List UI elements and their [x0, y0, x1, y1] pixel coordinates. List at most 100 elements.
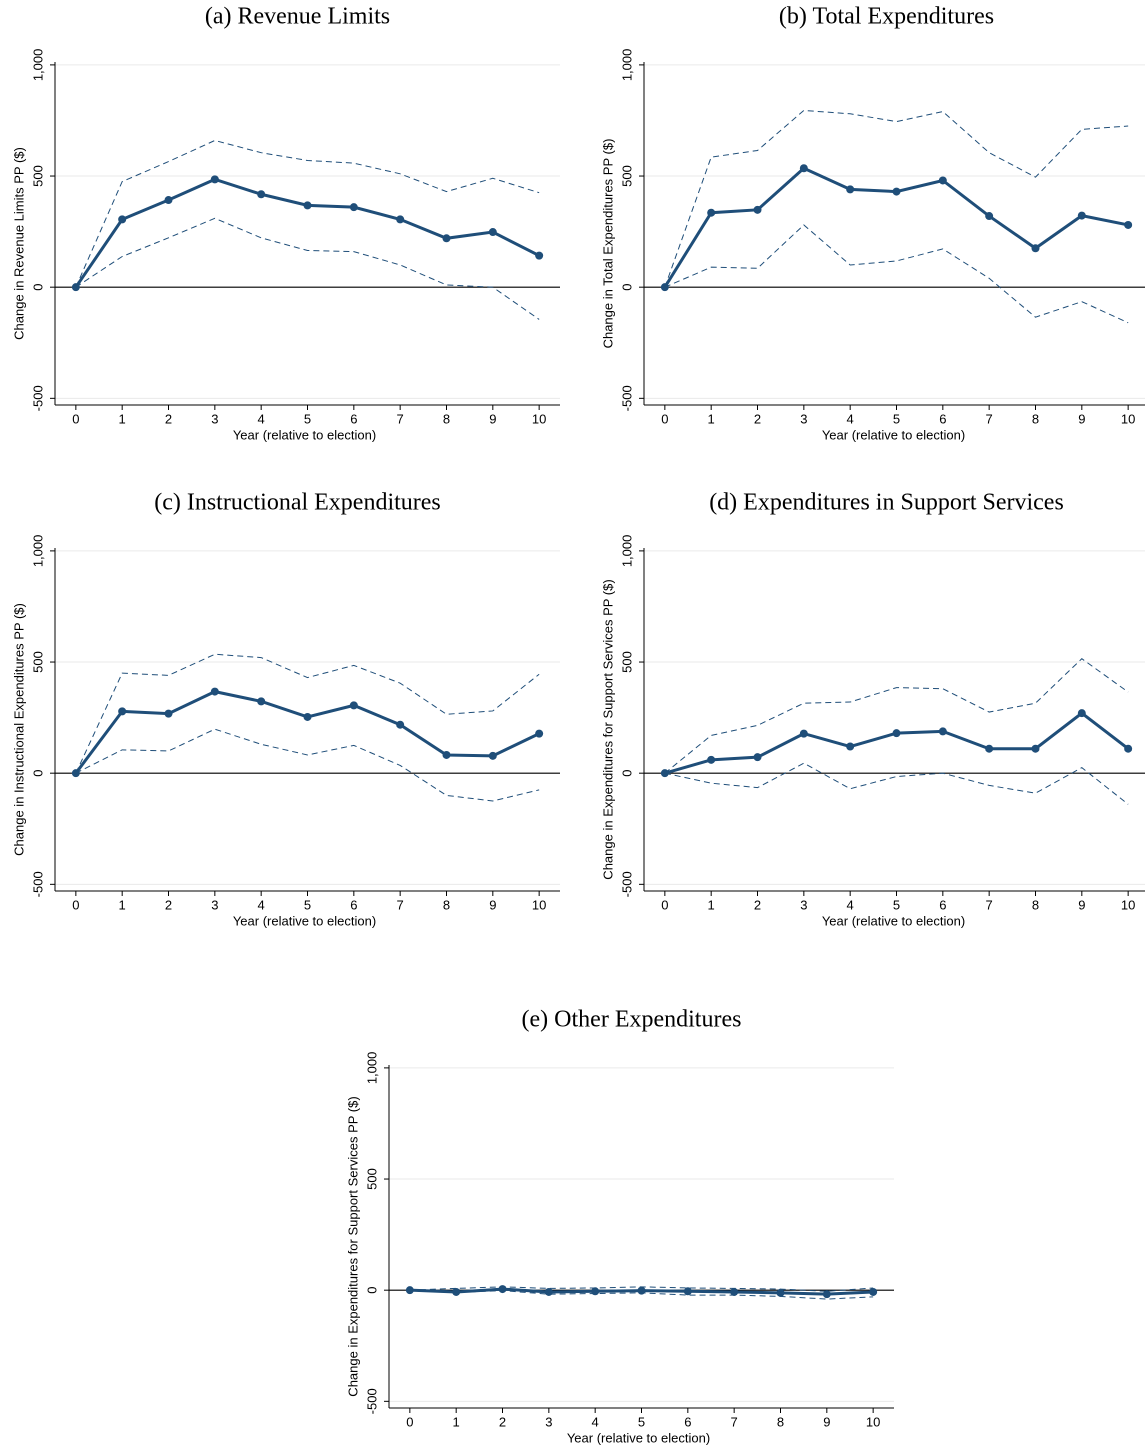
y-tick-label: -500 [619, 871, 634, 897]
y-tick-label: 0 [364, 1287, 379, 1294]
y-tick-label: 1,000 [30, 49, 45, 82]
x-axis-label: Year (relative to election) [567, 1430, 710, 1445]
x-tick-label: 2 [165, 897, 172, 912]
point [164, 196, 173, 205]
x-tick-label: 6 [939, 897, 946, 912]
point [822, 1290, 831, 1299]
y-tick-label: 500 [619, 651, 634, 673]
x-tick-label: 6 [350, 897, 357, 912]
y-axis-label: Change in Total Expenditures PP ($) [600, 139, 615, 349]
x-tick-label: 10 [532, 897, 546, 912]
x-tick-label: 1 [453, 1414, 460, 1429]
ci-line [664, 762, 1129, 805]
x-tick-label: 3 [545, 1414, 552, 1429]
point [591, 1287, 600, 1296]
y-tick-label: 500 [30, 651, 45, 673]
point [118, 707, 127, 716]
panel: (a) Revenue Limits -500 0 500 1,000 0 1 2 3 4 5 6 7 8… [11, 4, 560, 442]
y-axis-label: Change in Revenue Limits PP ($) [11, 147, 26, 340]
panel: (d) Expenditures in Support Services -500… [600, 490, 1145, 928]
x-tick-label: 3 [211, 897, 218, 912]
y-tick-label: -500 [619, 385, 634, 411]
panel-title: (a) Revenue Limits [205, 4, 390, 30]
point [776, 1288, 785, 1297]
ci-line [409, 1289, 874, 1300]
y-axis-label: Change in Instructional Expenditures PP … [11, 603, 26, 856]
y-tick-label: 0 [30, 770, 45, 777]
x-tick-label: 2 [165, 411, 172, 426]
point [753, 753, 762, 762]
x-tick-label: 4 [258, 411, 265, 426]
y-tick-label: 1,000 [619, 49, 634, 82]
estimate-line [74, 690, 540, 775]
x-tick-label: 4 [847, 411, 854, 426]
y-tick-label: 0 [30, 284, 45, 291]
estimate-line [663, 166, 1129, 288]
x-axis-label: Year (relative to election) [233, 427, 376, 442]
point [799, 729, 808, 738]
point [257, 190, 266, 199]
estimate-line [74, 177, 540, 289]
point [488, 751, 497, 760]
point [498, 1285, 507, 1294]
y-axis-label: Change in Expenditures for Support Servi… [600, 579, 615, 879]
x-tick-label: 8 [1032, 897, 1039, 912]
x-tick-label: 2 [754, 897, 761, 912]
x-tick-label: 6 [939, 411, 946, 426]
point [892, 729, 901, 738]
ci-line [664, 109, 1129, 288]
x-tick-label: 0 [661, 897, 668, 912]
point [892, 187, 901, 196]
x-tick-label: 5 [304, 897, 311, 912]
panel-title: (e) Other Expenditures [522, 1007, 742, 1033]
point [210, 175, 219, 184]
panel: (e) Other Expenditures -500 0 500 1,000 0 1 2 3 4… [345, 1007, 894, 1445]
point [707, 755, 716, 764]
x-tick-label: 0 [72, 411, 79, 426]
panel: (b) Total Expenditures -500 0 500 1,000 0 1 2 3 4… [600, 4, 1145, 442]
y-tick-label: 1,000 [619, 535, 634, 568]
x-tick-label: 4 [592, 1414, 599, 1429]
x-tick-label: 6 [684, 1414, 691, 1429]
x-tick-label: 1 [708, 411, 715, 426]
point [349, 701, 358, 710]
panel-title: (b) Total Expenditures [779, 4, 994, 30]
y-axis-label: Change in Expenditures for Support Servi… [345, 1096, 360, 1396]
y-tick-label: -500 [30, 871, 45, 897]
point [535, 729, 544, 738]
x-tick-label: 8 [1032, 411, 1039, 426]
point [1077, 211, 1086, 220]
ci-line [664, 658, 1129, 774]
y-tick-label: 1,000 [364, 1052, 379, 1085]
x-tick-label: 3 [800, 897, 807, 912]
point [303, 201, 312, 210]
x-tick-label: 5 [893, 411, 900, 426]
point [442, 750, 451, 759]
point [544, 1287, 553, 1296]
point [1077, 709, 1086, 718]
panel-title: (d) Expenditures in Support Services [709, 490, 1064, 516]
y-tick-label: 500 [30, 165, 45, 187]
x-tick-label: 5 [304, 411, 311, 426]
panel-title: (c) Instructional Expenditures [154, 490, 441, 516]
x-tick-label: 2 [754, 411, 761, 426]
x-tick-label: 0 [406, 1414, 413, 1429]
x-axis-label: Year (relative to election) [822, 427, 965, 442]
y-tick-label: 0 [619, 770, 634, 777]
y-tick-label: 500 [619, 165, 634, 187]
point [846, 185, 855, 194]
ci-line [409, 1286, 874, 1292]
point [683, 1287, 692, 1296]
point [118, 215, 127, 224]
point [1124, 220, 1133, 229]
x-tick-label: 0 [661, 411, 668, 426]
x-tick-label: 7 [731, 1414, 738, 1429]
point [257, 697, 266, 706]
y-tick-label: -500 [364, 1388, 379, 1414]
x-tick-label: 3 [800, 411, 807, 426]
x-tick-label: 10 [532, 411, 546, 426]
point [1124, 744, 1133, 753]
point [730, 1287, 739, 1296]
x-tick-label: 1 [119, 411, 126, 426]
